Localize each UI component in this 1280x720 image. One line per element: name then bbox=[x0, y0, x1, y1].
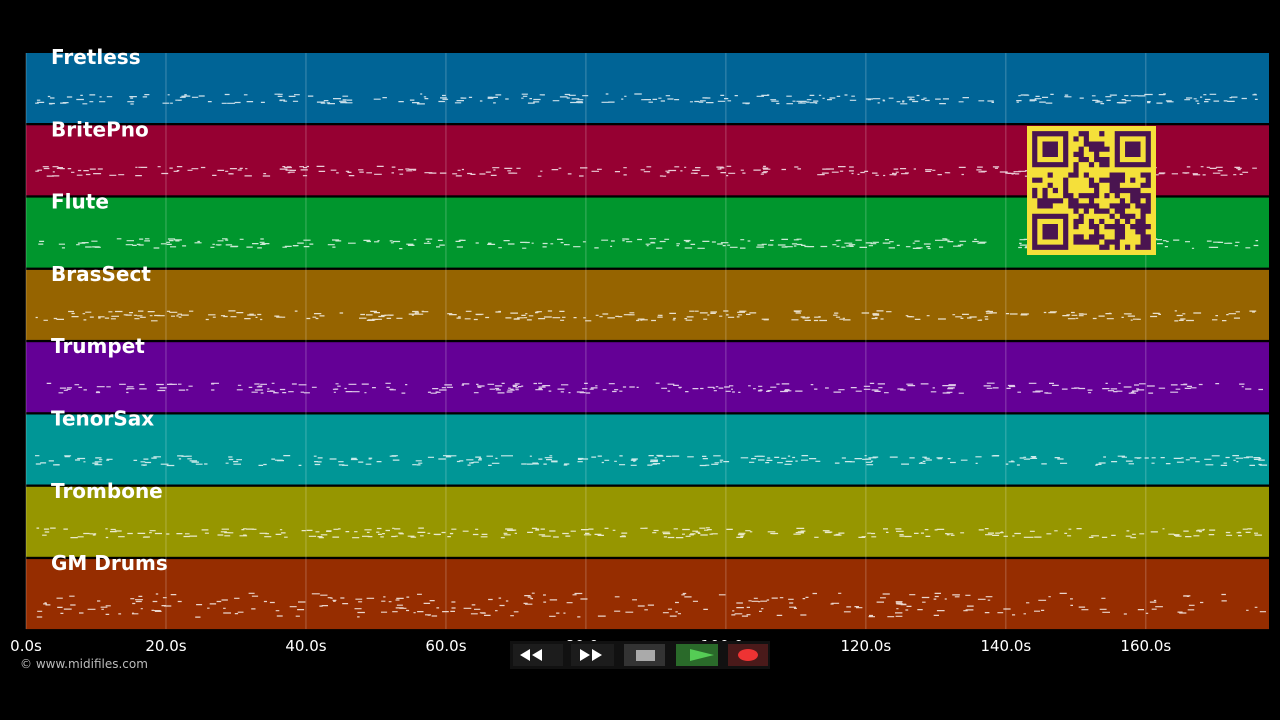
x-tick-label: 120.0s bbox=[840, 637, 891, 655]
tracks: Fretless BritePno Flute BrasSect Trumpet Teno… bbox=[26, 45, 1269, 630]
x-tick-label: 140.0s bbox=[980, 637, 1031, 655]
track-lane bbox=[26, 559, 1269, 630]
track-name: Fretless bbox=[51, 45, 141, 69]
notes bbox=[46, 382, 1263, 394]
x-tick-label: 0.0s bbox=[10, 637, 42, 655]
notes bbox=[36, 527, 1262, 539]
copyright: © www.midifiles.com bbox=[20, 657, 148, 671]
fast-forward-button[interactable] bbox=[571, 644, 614, 666]
track-name: TenorSax bbox=[51, 407, 154, 431]
track-name: BrasSect bbox=[51, 262, 151, 286]
record-button[interactable] bbox=[728, 644, 768, 666]
x-tick-label: 20.0s bbox=[145, 637, 186, 655]
track-lane bbox=[26, 342, 1269, 413]
qr-modules bbox=[1032, 131, 1151, 250]
track-lane bbox=[26, 269, 1269, 340]
x-tick-label: 60.0s bbox=[425, 637, 466, 655]
playback-controls bbox=[510, 641, 770, 669]
notes bbox=[35, 310, 1257, 322]
track-lane bbox=[26, 53, 1269, 123]
track-name: Trombone bbox=[51, 479, 163, 503]
notes bbox=[35, 93, 1258, 105]
notes bbox=[36, 592, 1266, 618]
rewind-button[interactable] bbox=[513, 644, 563, 666]
track-name: Trumpet bbox=[51, 334, 145, 358]
qr-code bbox=[1027, 126, 1156, 255]
notes bbox=[35, 454, 1268, 467]
x-tick-label: 40.0s bbox=[285, 637, 326, 655]
stop-button[interactable] bbox=[624, 644, 665, 666]
track-name: Flute bbox=[51, 190, 109, 214]
track-name: BritePno bbox=[51, 117, 149, 141]
play-button[interactable] bbox=[676, 644, 718, 666]
track-name: GM Drums bbox=[51, 551, 168, 575]
track-lane bbox=[26, 486, 1269, 557]
track-lane bbox=[26, 414, 1269, 485]
x-tick-label: 160.0s bbox=[1120, 637, 1171, 655]
